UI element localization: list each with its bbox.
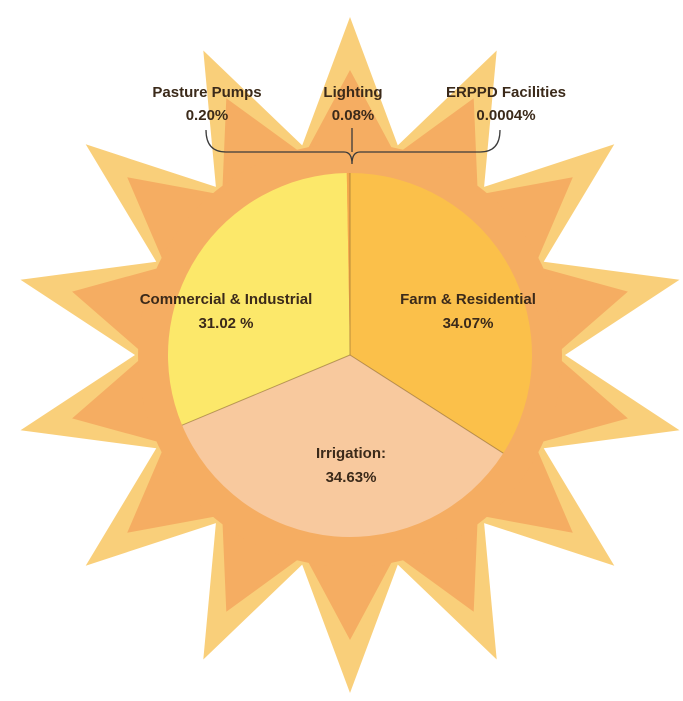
value-commercial-industrial: 31.02 % xyxy=(198,315,253,332)
label-commercial-industrial: Commercial & Industrial xyxy=(140,291,313,308)
value-erppd-facilities: 0.0004% xyxy=(476,107,535,124)
label-pasture-pumps: Pasture Pumps xyxy=(152,84,261,101)
value-farm-residential: 34.07% xyxy=(443,315,494,332)
slice-pasture-pumps xyxy=(346,173,350,355)
label-farm-residential: Farm & Residential xyxy=(400,291,536,308)
small-slices-bracket xyxy=(205,128,501,165)
label-irrigation: Irrigation: xyxy=(316,445,386,462)
bracket-line xyxy=(205,129,501,165)
value-lighting: 0.08% xyxy=(332,107,375,124)
slice-farm-residential xyxy=(350,173,532,454)
slice-dividers xyxy=(181,173,504,454)
value-pasture-pumps: 0.20% xyxy=(186,107,229,124)
label-lighting: Lighting xyxy=(323,84,382,101)
slice-divider xyxy=(181,354,351,426)
value-irrigation: 34.63% xyxy=(326,469,377,486)
slice-commercial-industrial xyxy=(167,173,350,426)
pie-slices xyxy=(167,172,532,538)
slice-divider xyxy=(349,354,504,454)
label-erppd-facilities: ERPPD Facilities xyxy=(446,84,566,101)
slice-irrigation xyxy=(182,355,504,538)
